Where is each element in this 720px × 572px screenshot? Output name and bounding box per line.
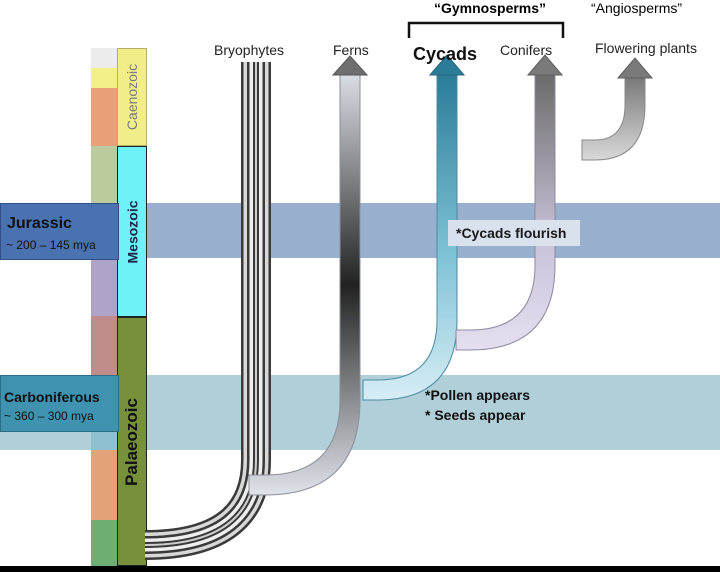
gymnosperms-bracket (407, 21, 565, 38)
carboniferous-range: ~ 360 – 300 mya (4, 409, 94, 423)
ferns-lineage (248, 55, 369, 496)
bryophytes-lineage (144, 62, 271, 560)
label-flowering-plants: Flowering plants (595, 40, 697, 56)
label-ferns: Ferns (333, 42, 369, 58)
event-seeds-appear: * Seeds appear (425, 407, 526, 423)
label-gymnosperms: “Gymnosperms” (434, 0, 547, 16)
era-mesozoic: Mesozoic (117, 146, 147, 317)
era-palaeozoic: Palaeozoic (117, 317, 147, 566)
event-cycads-flourish: *Cycads flourish (448, 220, 580, 246)
flowering-lineage (581, 57, 654, 161)
jurassic-range: ~ 200 – 145 mya (6, 238, 96, 252)
label-angiosperms: “Angiosperms” (591, 0, 683, 16)
label-cycads: Cycads (413, 44, 478, 64)
carboniferous-box: Carboniferous ~ 360 – 300 mya (0, 375, 119, 432)
carboniferous-name: Carboniferous (4, 389, 100, 405)
jurassic-box: Jurassic ~ 200 – 145 mya (0, 203, 119, 260)
label-conifers: Conifers (500, 42, 553, 58)
jurassic-name: Jurassic (7, 215, 72, 232)
conifers-lineage (455, 54, 564, 351)
bottom-edge (0, 566, 720, 572)
label-bryophytes: Bryophytes (214, 42, 285, 58)
event-pollen-appears: *Pollen appears (425, 387, 531, 403)
cycads-lineage (362, 54, 466, 401)
era-caenozoic: Caenozoic (117, 48, 147, 146)
